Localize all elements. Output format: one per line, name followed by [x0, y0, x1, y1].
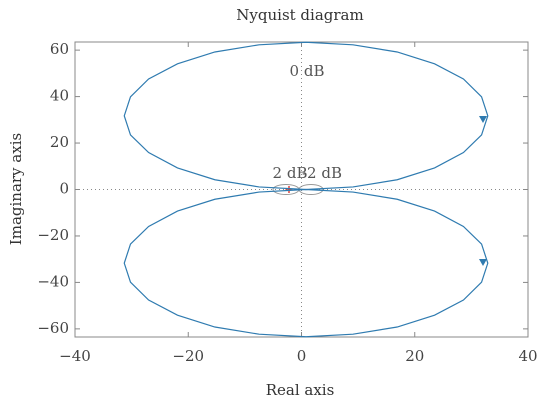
y-tick-label: 40 [50, 87, 69, 105]
y-tick-label: 20 [50, 133, 69, 151]
annotation: -2 dB [302, 164, 342, 182]
y-tick-label: 0 [59, 180, 69, 198]
chart-title: Nyquist diagram [236, 6, 363, 24]
direction-arrow [479, 259, 487, 266]
x-tick-label: −40 [59, 347, 91, 365]
y-tick-label: 60 [50, 40, 69, 58]
x-tick-label: 40 [518, 347, 537, 365]
y-tick-label: −20 [37, 226, 69, 244]
y-tick-label: −40 [37, 272, 69, 290]
y-axis-label: Imaginary axis [7, 133, 25, 245]
nyquist-curve [123, 188, 489, 338]
annotation: 0 dB [290, 62, 325, 80]
annotation: 2 dB [273, 164, 308, 182]
x-tick-label: −20 [172, 347, 204, 365]
x-tick-label: 20 [405, 347, 424, 365]
y-tick-label: −60 [37, 319, 69, 337]
x-axis-label: Real axis [266, 381, 335, 399]
direction-arrow [479, 116, 487, 123]
nyquist-curve [123, 41, 489, 191]
x-tick-label: 0 [297, 347, 307, 365]
